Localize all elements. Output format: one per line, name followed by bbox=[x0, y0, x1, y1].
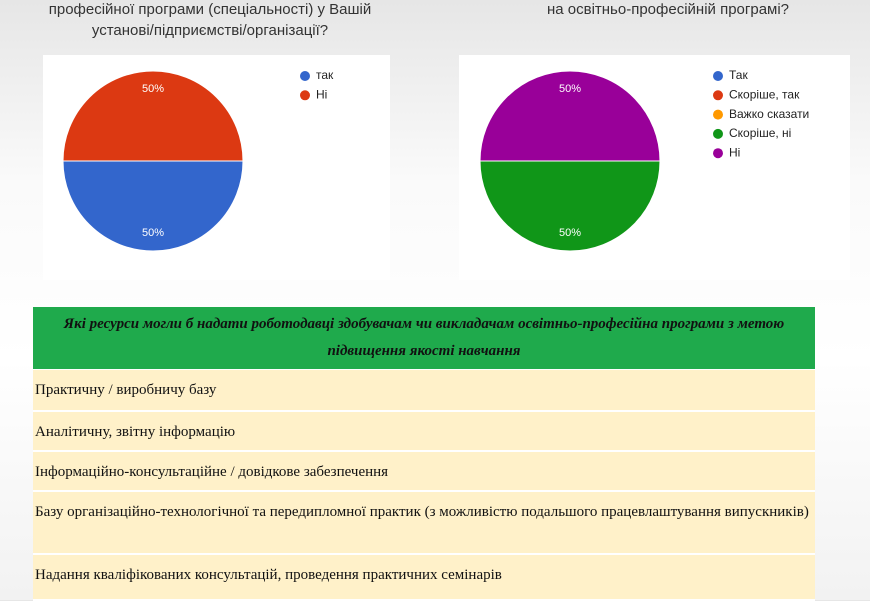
chart-title: установі/підприємстві/організації? bbox=[92, 22, 328, 39]
legend-label: Скоріше, ні bbox=[729, 126, 791, 140]
pie-slice bbox=[479, 70, 661, 162]
pie-slice bbox=[479, 160, 661, 252]
legend-dot bbox=[713, 90, 723, 101]
slice-label: 50% bbox=[142, 227, 164, 239]
table-row: Аналітичну, звітну інформацію bbox=[33, 412, 815, 452]
table-row: Надання кваліфікованих консультацій, про… bbox=[33, 555, 815, 601]
legend-dot bbox=[300, 90, 310, 101]
legend-label: так bbox=[316, 68, 334, 82]
resources-table: Які ресурси могли б надати роботодавці з… bbox=[33, 307, 815, 601]
legend-dot bbox=[713, 71, 723, 81]
pie-slice bbox=[62, 160, 244, 252]
pie-slice bbox=[62, 70, 244, 162]
table-row: Практичну / виробничу базу bbox=[33, 370, 815, 412]
legend-label: Ні bbox=[729, 145, 740, 159]
chart-title: на освітньо-професійній програмі? bbox=[547, 1, 789, 18]
table-header: Які ресурси могли б надати роботодавці з… bbox=[33, 307, 815, 370]
chart-title: професійної програми (спеціальності) у В… bbox=[49, 1, 372, 18]
legend-label: Так bbox=[729, 68, 748, 82]
slice-label: 50% bbox=[559, 227, 581, 239]
slice-label: 50% bbox=[142, 83, 164, 95]
slice-label: 50% bbox=[559, 83, 581, 95]
charts: професійної програми (спеціальності) у В… bbox=[43, 1, 850, 280]
legend-dot bbox=[713, 128, 723, 139]
table-row: Інформаційно-консультаційне / довідкове … bbox=[33, 452, 815, 492]
legend-label: Скоріше, так bbox=[729, 87, 800, 101]
legend-dot bbox=[300, 71, 310, 81]
legend-dot bbox=[713, 148, 723, 159]
legend-dot bbox=[713, 109, 723, 120]
table-row: Базу організаційно-технологічної та пере… bbox=[33, 492, 815, 555]
legend-label: Ні bbox=[316, 87, 327, 101]
legend-label: Важко сказати bbox=[729, 107, 809, 121]
